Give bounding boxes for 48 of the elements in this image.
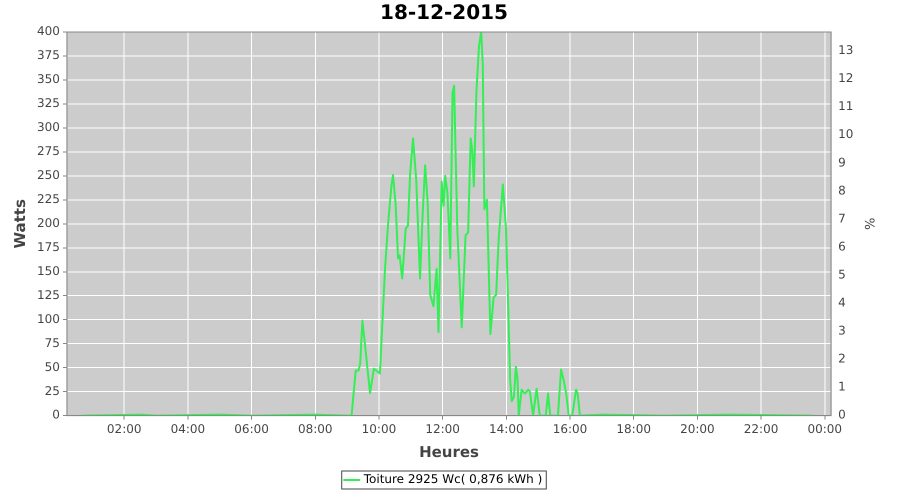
y2-tick-label: 8 (838, 183, 846, 198)
legend-label: Toiture 2925 Wc( 0,876 kWh ) (362, 472, 542, 486)
x-tick-label: 20:00 (680, 422, 715, 436)
y-tick-label: 25 (44, 384, 60, 398)
y2-axis-title: % (860, 218, 876, 230)
y-tick-label: 400 (37, 24, 60, 38)
y-tick-label: 375 (37, 48, 60, 62)
y-tick-label: 225 (37, 192, 60, 206)
y2-tick-label: 5 (838, 267, 846, 282)
y-tick-label: 50 (44, 360, 60, 374)
y2-tick-label: 13 (838, 43, 854, 58)
x-tick-label: 16:00 (552, 422, 588, 436)
x-tick-label: 10:00 (362, 422, 396, 436)
y-tick-label: 250 (37, 168, 60, 182)
x-tick-label: 14:00 (489, 422, 524, 436)
y-tick-label: 0 (52, 408, 60, 422)
y-tick-label: 325 (37, 96, 60, 110)
x-tick-label: 06:00 (234, 422, 269, 436)
y-tick-label: 125 (37, 288, 60, 302)
y-tick-label: 75 (44, 336, 60, 350)
y2-tick-label: 7 (838, 211, 846, 226)
y-tick-label: 175 (37, 240, 60, 254)
y2-tick-label: 10 (838, 127, 854, 142)
x-tick-label: 22:00 (744, 422, 778, 436)
y-axis-title: Watts (10, 199, 29, 249)
x-tick-label: 02:00 (106, 422, 142, 436)
y2-tick-label: 12 (838, 71, 854, 86)
y-tick-label: 150 (37, 264, 60, 278)
y2-tick-label: 0 (838, 408, 846, 422)
x-tick-label: 12:00 (425, 422, 460, 436)
y-tick-label: 300 (37, 120, 60, 134)
x-tick-label: 08:00 (298, 422, 333, 436)
y2-tick-label: 2 (838, 352, 846, 366)
x-tick-label: 04:00 (170, 422, 206, 436)
y-tick-label: 350 (37, 72, 60, 86)
y2-tick-label: 1 (838, 380, 846, 394)
x-axis-title: Heures (419, 442, 480, 461)
y2-tick-label: 4 (838, 296, 846, 310)
y2-tick-label: 6 (838, 239, 846, 254)
chart-title: 18-12-2015 (380, 0, 508, 24)
y-tick-label: 200 (37, 216, 60, 230)
y2-tick-label: 3 (838, 324, 846, 338)
y-tick-label: 100 (37, 312, 60, 326)
y-tick-label: 275 (37, 144, 60, 158)
y2-tick-label: 9 (838, 155, 846, 170)
x-tick-label: 18:00 (616, 422, 651, 436)
x-tick-label: 00:00 (807, 422, 842, 436)
y2-tick-label: 11 (838, 99, 854, 114)
